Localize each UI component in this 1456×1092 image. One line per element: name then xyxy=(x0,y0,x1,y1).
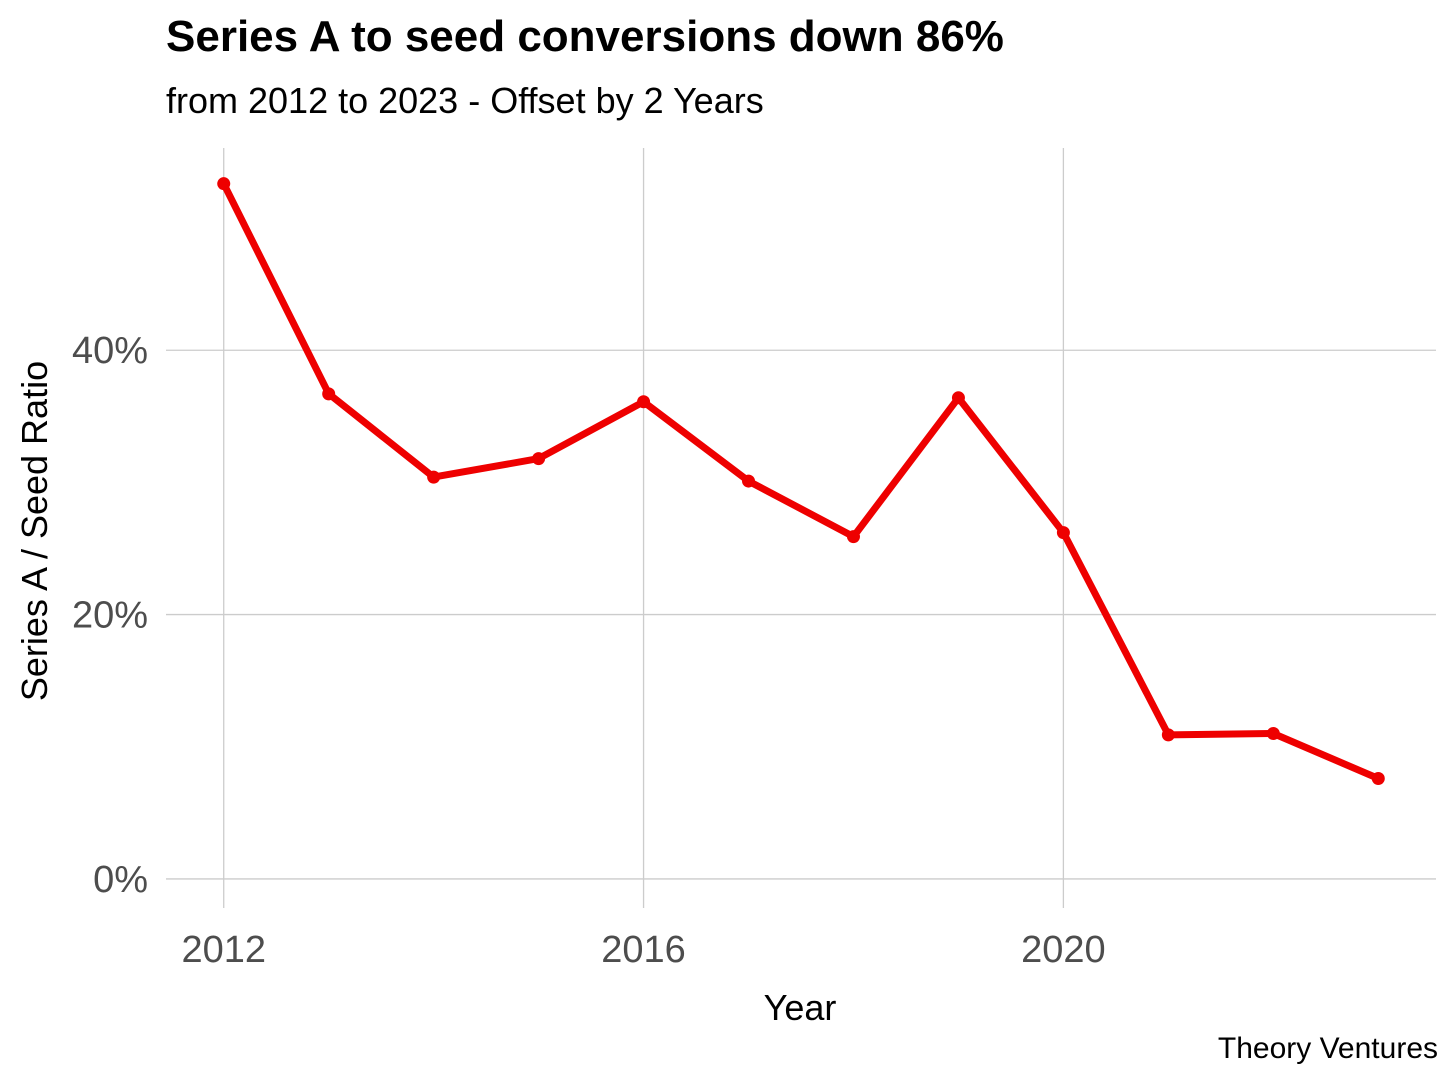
chart-caption: Theory Ventures xyxy=(1217,1032,1438,1065)
y-tick-label: 0% xyxy=(93,859,148,901)
y-axis-ticks: 0% 20% 40% xyxy=(72,330,148,901)
data-point xyxy=(637,395,651,409)
data-point xyxy=(1161,728,1175,742)
chart-title: Series A to seed conversions down 86% xyxy=(166,12,1004,61)
series-line xyxy=(220,180,1382,782)
data-point xyxy=(322,387,336,401)
data-point xyxy=(427,470,441,484)
y-tick-label: 20% xyxy=(72,595,148,637)
x-tick-label: 2020 xyxy=(1021,929,1106,971)
y-tick-label: 40% xyxy=(72,330,148,372)
x-tick-label: 2016 xyxy=(601,929,686,971)
grid-lines xyxy=(166,148,1436,908)
data-point xyxy=(532,452,546,466)
series-layer xyxy=(217,177,1385,785)
x-tick-label: 2012 xyxy=(181,929,266,971)
data-point xyxy=(951,391,965,405)
data-point xyxy=(1266,727,1280,741)
y-axis-label: Series A / Seed Ratio xyxy=(14,361,55,701)
data-point xyxy=(1371,771,1385,785)
x-axis-label: Year xyxy=(764,987,837,1028)
data-point xyxy=(846,530,860,544)
data-point xyxy=(217,177,231,191)
data-point xyxy=(742,474,756,488)
data-point xyxy=(1056,526,1070,540)
x-axis-ticks: 2012 2016 2020 xyxy=(181,929,1105,971)
chart-subtitle: from 2012 to 2023 - Offset by 2 Years xyxy=(166,80,764,121)
